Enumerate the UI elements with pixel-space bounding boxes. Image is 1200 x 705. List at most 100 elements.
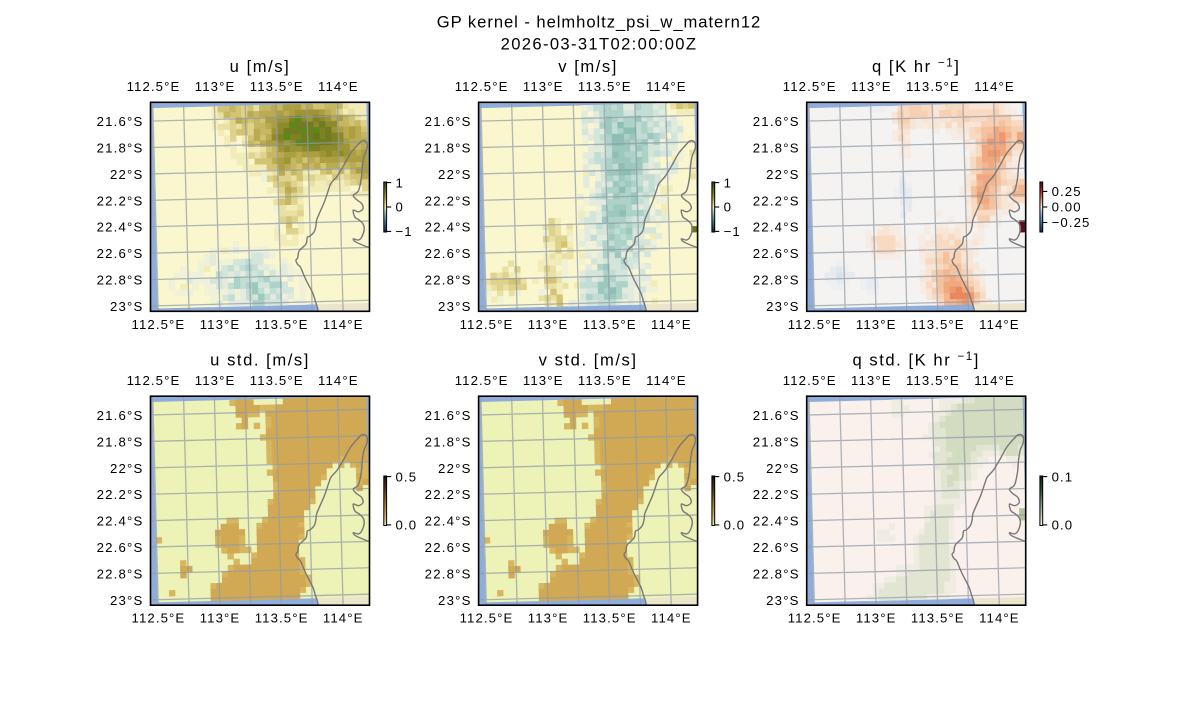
svg-text:22.4°S: 22.4°S [753,220,800,235]
svg-text:114°E: 114°E [979,317,1020,332]
svg-text:22°S: 22°S [438,461,472,476]
svg-text:21.6°S: 21.6°S [97,408,144,423]
svg-text:113.5°E: 113.5°E [578,79,632,94]
svg-text:113.5°E: 113.5°E [583,317,637,332]
svg-text:23°S: 23°S [438,299,472,314]
svg-text:q [K hr −1]: q [K hr −1] [872,56,960,76]
svg-text:22.2°S: 22.2°S [97,193,144,208]
svg-text:22.6°S: 22.6°S [425,540,472,555]
svg-text:112.5°E: 112.5°E [788,611,842,626]
svg-text:22.4°S: 22.4°S [425,514,472,529]
svg-text:22.4°S: 22.4°S [97,514,144,529]
svg-text:22.8°S: 22.8°S [425,273,472,288]
svg-text:114°E: 114°E [651,317,692,332]
svg-text:113°E: 113°E [195,373,236,388]
svg-text:114°E: 114°E [323,611,364,626]
svg-text:112.5°E: 112.5°E [783,373,837,388]
svg-text:113°E: 113°E [195,79,236,94]
svg-text:23°S: 23°S [110,299,144,314]
svg-text:113.5°E: 113.5°E [578,373,632,388]
svg-text:22°S: 22°S [766,461,800,476]
svg-text:21.8°S: 21.8°S [97,434,144,449]
svg-text:113.5°E: 113.5°E [906,79,960,94]
svg-text:22.6°S: 22.6°S [425,246,472,261]
svg-text:23°S: 23°S [766,299,800,314]
svg-text:22.6°S: 22.6°S [753,246,800,261]
svg-text:112.5°E: 112.5°E [455,373,509,388]
svg-text:114°E: 114°E [974,373,1015,388]
svg-text:113°E: 113°E [856,317,897,332]
svg-text:22.8°S: 22.8°S [425,566,472,581]
svg-text:113°E: 113°E [851,79,892,94]
svg-text:0.5: 0.5 [396,469,418,484]
svg-text:114°E: 114°E [651,611,692,626]
svg-text:0.0: 0.0 [1052,518,1074,533]
svg-text:0.0: 0.0 [396,518,418,533]
svg-text:112.5°E: 112.5°E [132,611,186,626]
svg-text:v std. [m/s]: v std. [m/s] [539,351,638,370]
svg-text:114°E: 114°E [974,79,1015,94]
svg-text:22.6°S: 22.6°S [97,540,144,555]
svg-text:113.5°E: 113.5°E [255,611,309,626]
svg-text:−1: −1 [724,224,741,239]
svg-text:21.8°S: 21.8°S [425,434,472,449]
svg-text:114°E: 114°E [979,611,1020,626]
svg-text:114°E: 114°E [318,373,359,388]
svg-text:GP kernel - helmholtz_psi_w_ma: GP kernel - helmholtz_psi_w_matern12 [437,13,761,32]
svg-text:21.8°S: 21.8°S [753,434,800,449]
svg-text:112.5°E: 112.5°E [788,317,842,332]
svg-text:113.5°E: 113.5°E [911,611,965,626]
svg-text:21.6°S: 21.6°S [425,408,472,423]
svg-text:112.5°E: 112.5°E [460,317,514,332]
svg-text:112.5°E: 112.5°E [455,79,509,94]
svg-text:21.8°S: 21.8°S [753,141,800,156]
svg-text:1: 1 [724,175,732,190]
svg-text:0.25: 0.25 [1052,184,1082,199]
svg-text:22.2°S: 22.2°S [425,193,472,208]
svg-text:22.8°S: 22.8°S [753,566,800,581]
svg-text:21.8°S: 21.8°S [97,141,144,156]
svg-text:23°S: 23°S [438,593,472,608]
svg-text:21.6°S: 21.6°S [753,114,800,129]
svg-text:113°E: 113°E [200,611,241,626]
svg-text:21.8°S: 21.8°S [425,141,472,156]
svg-text:114°E: 114°E [646,79,687,94]
svg-text:22.2°S: 22.2°S [753,193,800,208]
svg-text:113°E: 113°E [200,317,241,332]
svg-text:21.6°S: 21.6°S [97,114,144,129]
svg-text:22.2°S: 22.2°S [753,487,800,502]
svg-text:22.2°S: 22.2°S [425,487,472,502]
svg-text:−1: −1 [396,224,413,239]
svg-text:0.0: 0.0 [724,518,746,533]
svg-text:0.1: 0.1 [1052,469,1074,484]
svg-text:22.6°S: 22.6°S [753,540,800,555]
svg-text:114°E: 114°E [646,373,687,388]
svg-text:113°E: 113°E [523,79,564,94]
svg-text:v [m/s]: v [m/s] [558,57,618,76]
svg-text:22.8°S: 22.8°S [97,273,144,288]
svg-text:0: 0 [724,200,732,215]
svg-text:22.6°S: 22.6°S [97,246,144,261]
svg-text:113.5°E: 113.5°E [250,79,304,94]
svg-text:114°E: 114°E [323,317,364,332]
svg-text:21.6°S: 21.6°S [753,408,800,423]
svg-text:113.5°E: 113.5°E [255,317,309,332]
svg-text:22.8°S: 22.8°S [97,566,144,581]
svg-text:0: 0 [396,200,404,215]
svg-text:u [m/s]: u [m/s] [230,57,291,76]
svg-text:21.6°S: 21.6°S [425,114,472,129]
svg-text:112.5°E: 112.5°E [460,611,514,626]
svg-text:22°S: 22°S [110,167,144,182]
svg-text:22.4°S: 22.4°S [425,220,472,235]
svg-text:−0.25: −0.25 [1052,215,1091,230]
svg-text:22.8°S: 22.8°S [753,273,800,288]
svg-text:22°S: 22°S [766,167,800,182]
svg-text:113°E: 113°E [856,611,897,626]
svg-text:113.5°E: 113.5°E [911,317,965,332]
svg-text:22°S: 22°S [110,461,144,476]
svg-text:112.5°E: 112.5°E [783,79,837,94]
svg-text:0.00: 0.00 [1052,200,1082,215]
svg-text:22.4°S: 22.4°S [753,514,800,529]
svg-text:113.5°E: 113.5°E [906,373,960,388]
svg-text:112.5°E: 112.5°E [127,373,181,388]
